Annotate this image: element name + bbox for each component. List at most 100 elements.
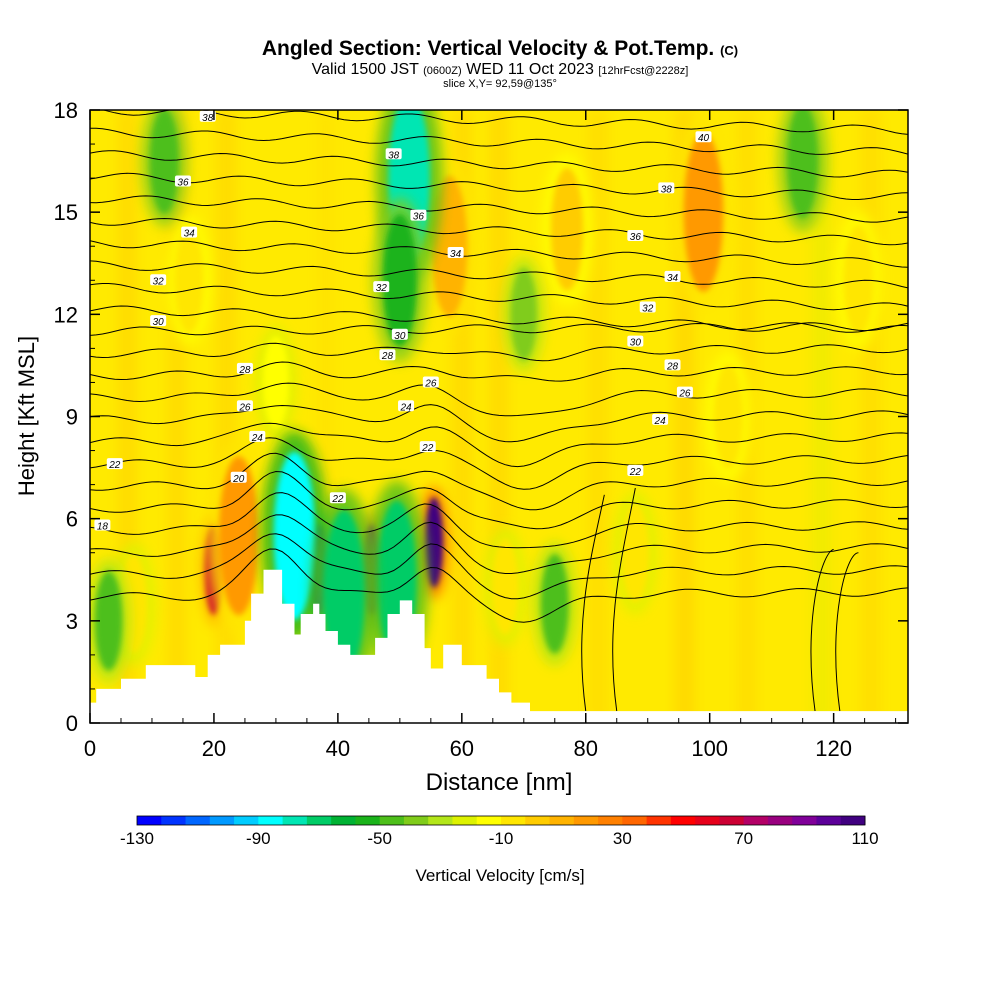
plot-area: 1820222222222424242626262828283030303232… [90,110,908,723]
theta-contour [90,195,908,223]
theta-label-text: 28 [666,361,679,372]
theta-contour [90,283,908,311]
theta-label-box [373,281,390,293]
theta-label-text: 26 [238,402,251,413]
theta-label-box [236,362,253,374]
x-tick-label: 0 [84,736,96,761]
theta-label: 32 [639,301,656,315]
theta-label-text: 36 [630,232,642,243]
valid-zulu: (0600Z) [423,65,462,77]
theta-contour [90,514,908,574]
theta-label-box [174,175,191,187]
theta-label-box [398,400,415,412]
updraft-cell [612,490,658,615]
theta-label: 36 [627,230,644,243]
theta-label: 18 [94,519,111,532]
theta-label-text: 22 [108,460,121,471]
cell-core [491,538,519,635]
x-tick-label: 120 [815,736,852,761]
theta-label-box [329,492,346,504]
y-tick-label: 15 [54,200,78,225]
theta-contour [90,322,908,336]
downdraft-cell [778,110,828,233]
valid-time: Valid 1500 JST [311,61,419,78]
colorbar-swatch [743,816,769,825]
colorbar-swatch [185,816,211,825]
cell-core [550,167,584,291]
theta-label-text: 32 [376,283,388,294]
theta-label-box [627,230,644,242]
colorbar-swatch [598,816,623,825]
cell-core [787,110,819,219]
theta-label: 34 [181,226,198,240]
theta-label-box [447,247,464,259]
cell-core [218,456,259,616]
theta-label: 32 [150,274,167,287]
theta-label: 32 [373,281,390,294]
colorbar-swatch [767,816,793,825]
theta-contour [90,437,908,490]
theta-contour [90,342,908,362]
theta-label: 24 [249,430,266,444]
downdraft-cell [502,256,545,373]
theta-label-box [627,335,644,347]
colorbar-swatch [282,816,308,825]
theta-label: 26 [422,376,439,389]
colorbar-swatch [355,816,381,825]
theta-label-text: 22 [629,467,642,478]
colorbar-swatch [573,816,599,825]
colorbar-tick-label: -10 [489,829,514,848]
updraft-cell [254,324,298,441]
theta-label-text: 40 [698,133,710,144]
colorbar-tick-label: -130 [120,829,154,848]
theta-contour [90,240,908,268]
theta-label-box [664,359,681,371]
slice-info: slice X,Y= 92,59@135° [443,78,557,90]
copyright-mark: (C) [720,43,739,58]
theta-label-text: 32 [153,276,165,287]
cell-core [424,497,443,588]
colorbar-swatch [695,816,720,825]
colorbar-label: Vertical Velocity [cm/s] [415,866,584,885]
theta-label: 38 [658,182,675,195]
theta-contour [90,404,908,443]
theta-label-text: 30 [630,338,642,349]
y-tick-label: 12 [54,302,78,327]
theta-label: 28 [379,349,396,362]
theta-label-box [236,400,253,412]
theta-label-text: 38 [661,184,673,195]
theta-contour [90,452,908,511]
downdraft-cell [141,110,188,227]
colorbar-swatch [428,816,453,825]
theta-label: 36 [410,209,427,223]
theta-label-text: 32 [642,304,654,315]
cell-core [174,227,204,333]
colorbar-swatch [525,816,551,825]
colorbar-swatch [234,816,259,825]
theta-label-text: 34 [450,249,462,260]
y-tick-label: 3 [66,609,78,634]
cell-core [382,214,418,347]
cell-core [94,571,123,671]
x-tick-label: 40 [326,736,350,761]
chart-title: Angled Section: Vertical Velocity & Pot.… [0,37,1000,61]
theta-label: 36 [174,175,191,189]
theta-label: 26 [676,386,693,400]
theta-label: 30 [150,315,167,328]
theta-label-text: 28 [381,351,394,362]
cell-core [273,451,316,620]
theta-label: 24 [398,400,415,413]
x-tick-label: 80 [574,736,598,761]
colorbar-swatch [501,816,526,825]
theta-contour [612,487,636,712]
colorbar-swatch [840,816,866,825]
theta-label-box [150,315,167,327]
theta-label-text: 34 [667,273,679,284]
y-tick-label: 6 [66,507,78,532]
theta-contour [90,533,908,600]
theta-label-text: 36 [413,212,425,223]
theta-label: 22 [627,464,644,478]
colorbar-swatch [403,816,429,825]
x-axis-label: Distance [nm] [426,769,573,796]
theta-label-box [410,209,427,221]
